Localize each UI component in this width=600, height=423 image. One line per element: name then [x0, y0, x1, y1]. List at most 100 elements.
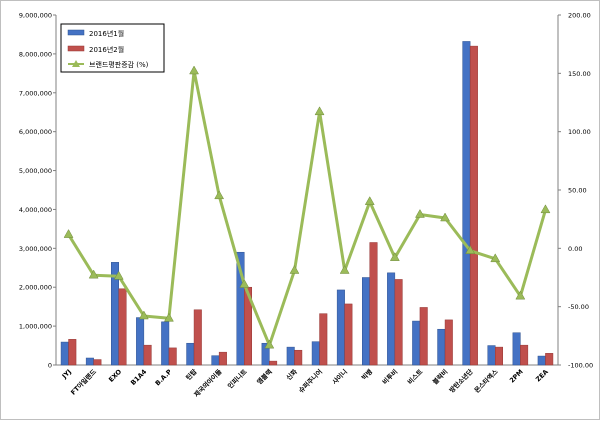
category-label: 블락비 — [430, 367, 449, 386]
brand-change-marker — [138, 310, 149, 320]
brand-change-marker — [88, 269, 99, 279]
bar-2016-jan — [336, 289, 345, 366]
brand-change-marker — [440, 212, 450, 222]
left-tick-label: 0 — [48, 362, 52, 370]
right-tick-label: 150.00 — [568, 70, 591, 78]
left-tick-label: 3,000,000 — [19, 245, 52, 253]
category-label: 인피니트 — [225, 367, 248, 390]
bar-2016-feb — [520, 344, 529, 366]
right-axis-ticks: -100.00 -50.00 0.00 50.00 100.00 150.00 200.00 — [558, 12, 593, 370]
category-label: B.A.P — [154, 368, 174, 388]
right-tick-label: 50.00 — [568, 187, 587, 195]
bar-2016-feb — [269, 360, 278, 366]
brand-change-marker — [540, 204, 551, 214]
brand-change-marker — [189, 65, 199, 75]
category-label: 슈퍼주니어 — [296, 367, 324, 395]
brand-change-marker — [339, 264, 350, 274]
right-tick-label: 200.00 — [568, 12, 591, 20]
legend-marker-change — [72, 60, 80, 67]
category-label: 몬스타엑스 — [472, 367, 500, 395]
brand-change-marker — [364, 196, 375, 205]
left-tick-label: 1,000,000 — [19, 323, 52, 331]
brand-change-marker — [264, 339, 275, 349]
bar-2016-jan — [286, 346, 295, 366]
category-label: JYJ — [60, 368, 73, 381]
category-label: 빅뱅 — [359, 367, 374, 382]
brand-change-marker — [415, 208, 425, 218]
bar-2016-feb — [319, 313, 328, 366]
legend-label-feb: 2016년2월 — [89, 45, 124, 54]
bar-2016-jan — [362, 277, 370, 366]
category-label: 방탄소년단 — [447, 367, 475, 395]
bar-2016-feb — [495, 346, 503, 366]
bar-2016-feb — [143, 344, 152, 366]
bar-2016-jan — [412, 320, 421, 366]
bar-2016-feb — [394, 279, 403, 366]
brand-change-marker — [465, 245, 476, 254]
bar-2016-jan — [437, 328, 446, 366]
brand-change-marker — [490, 253, 501, 263]
bar-2016-jan — [60, 341, 69, 366]
bar-2016-jan — [136, 317, 145, 366]
bar-2016-feb — [444, 319, 453, 366]
bar-2016-feb — [168, 347, 177, 366]
left-tick-label: 6,000,000 — [19, 128, 52, 136]
bar-2016-feb — [344, 303, 353, 366]
category-label: 비스트 — [405, 367, 424, 386]
category-label: 엠블랙 — [255, 367, 274, 386]
bar-2016-jan — [512, 332, 521, 366]
bar-2016-feb — [294, 349, 303, 366]
bar-2016-jan — [85, 357, 94, 366]
left-tick-label: 4,000,000 — [19, 206, 52, 214]
bar-2016-feb — [469, 45, 478, 366]
brand-change-line — [67, 69, 547, 347]
category-label: FT아일랜드 — [69, 367, 99, 397]
line-series — [63, 65, 551, 349]
category-label: 2PM — [508, 368, 525, 385]
left-tick-label: 2,000,000 — [19, 284, 52, 292]
legend-swatch-feb — [67, 45, 85, 52]
bar-2016-feb — [369, 242, 378, 366]
brand-change-marker — [214, 190, 225, 200]
bar-2016-feb — [68, 339, 77, 366]
bar-2016-jan — [487, 345, 496, 366]
bar-2016-jan — [462, 41, 471, 366]
left-axis-ticks: 0 1,000,000 2,000,000 3,000,000 4,000,000 5,0… — [19, 12, 56, 370]
bar-2016-feb — [545, 353, 554, 366]
right-tick-label: 0.00 — [568, 245, 582, 253]
brand-change-marker — [239, 278, 250, 288]
left-tick-label: 5,000,000 — [19, 167, 52, 175]
bar-2016-jan — [537, 355, 546, 366]
bar-2016-feb — [193, 309, 202, 366]
legend: 2016년1월 2016년2월 브랜드평판증감 (%) — [60, 23, 165, 73]
brand-change-marker — [63, 229, 74, 238]
brand-change-marker — [314, 106, 325, 116]
bar-2016-feb — [93, 359, 102, 366]
bar-2016-jan — [261, 342, 270, 366]
bar-2016-jan — [311, 341, 320, 366]
left-tick-label: 8,000,000 — [19, 50, 52, 58]
legend-label-jan: 2016년1월 — [89, 29, 124, 38]
brand-change-marker — [164, 312, 174, 322]
right-tick-label: -50.00 — [568, 303, 589, 311]
legend-label-change: 브랜드평판증감 (%) — [89, 60, 149, 69]
left-tick-label: 7,000,000 — [19, 89, 52, 97]
bar-2016-jan — [211, 355, 220, 366]
brand-change-marker — [289, 264, 300, 274]
category-label: 틴탑 — [184, 367, 199, 382]
category-label: 비투비 — [380, 367, 399, 386]
category-label: 신화 — [284, 367, 299, 382]
bar-2016-feb — [118, 288, 127, 366]
bar-2016-jan — [186, 342, 195, 366]
right-tick-label: -100.00 — [568, 362, 593, 370]
left-tick-label: 9,000,000 — [19, 12, 52, 20]
legend-swatch-jan — [67, 29, 85, 36]
bar-2016-feb — [419, 307, 428, 366]
category-label: B1A4 — [129, 367, 148, 386]
category-label: 샤이니 — [330, 367, 349, 386]
bar-2016-jan — [161, 321, 170, 366]
brand-change-marker — [389, 252, 400, 261]
